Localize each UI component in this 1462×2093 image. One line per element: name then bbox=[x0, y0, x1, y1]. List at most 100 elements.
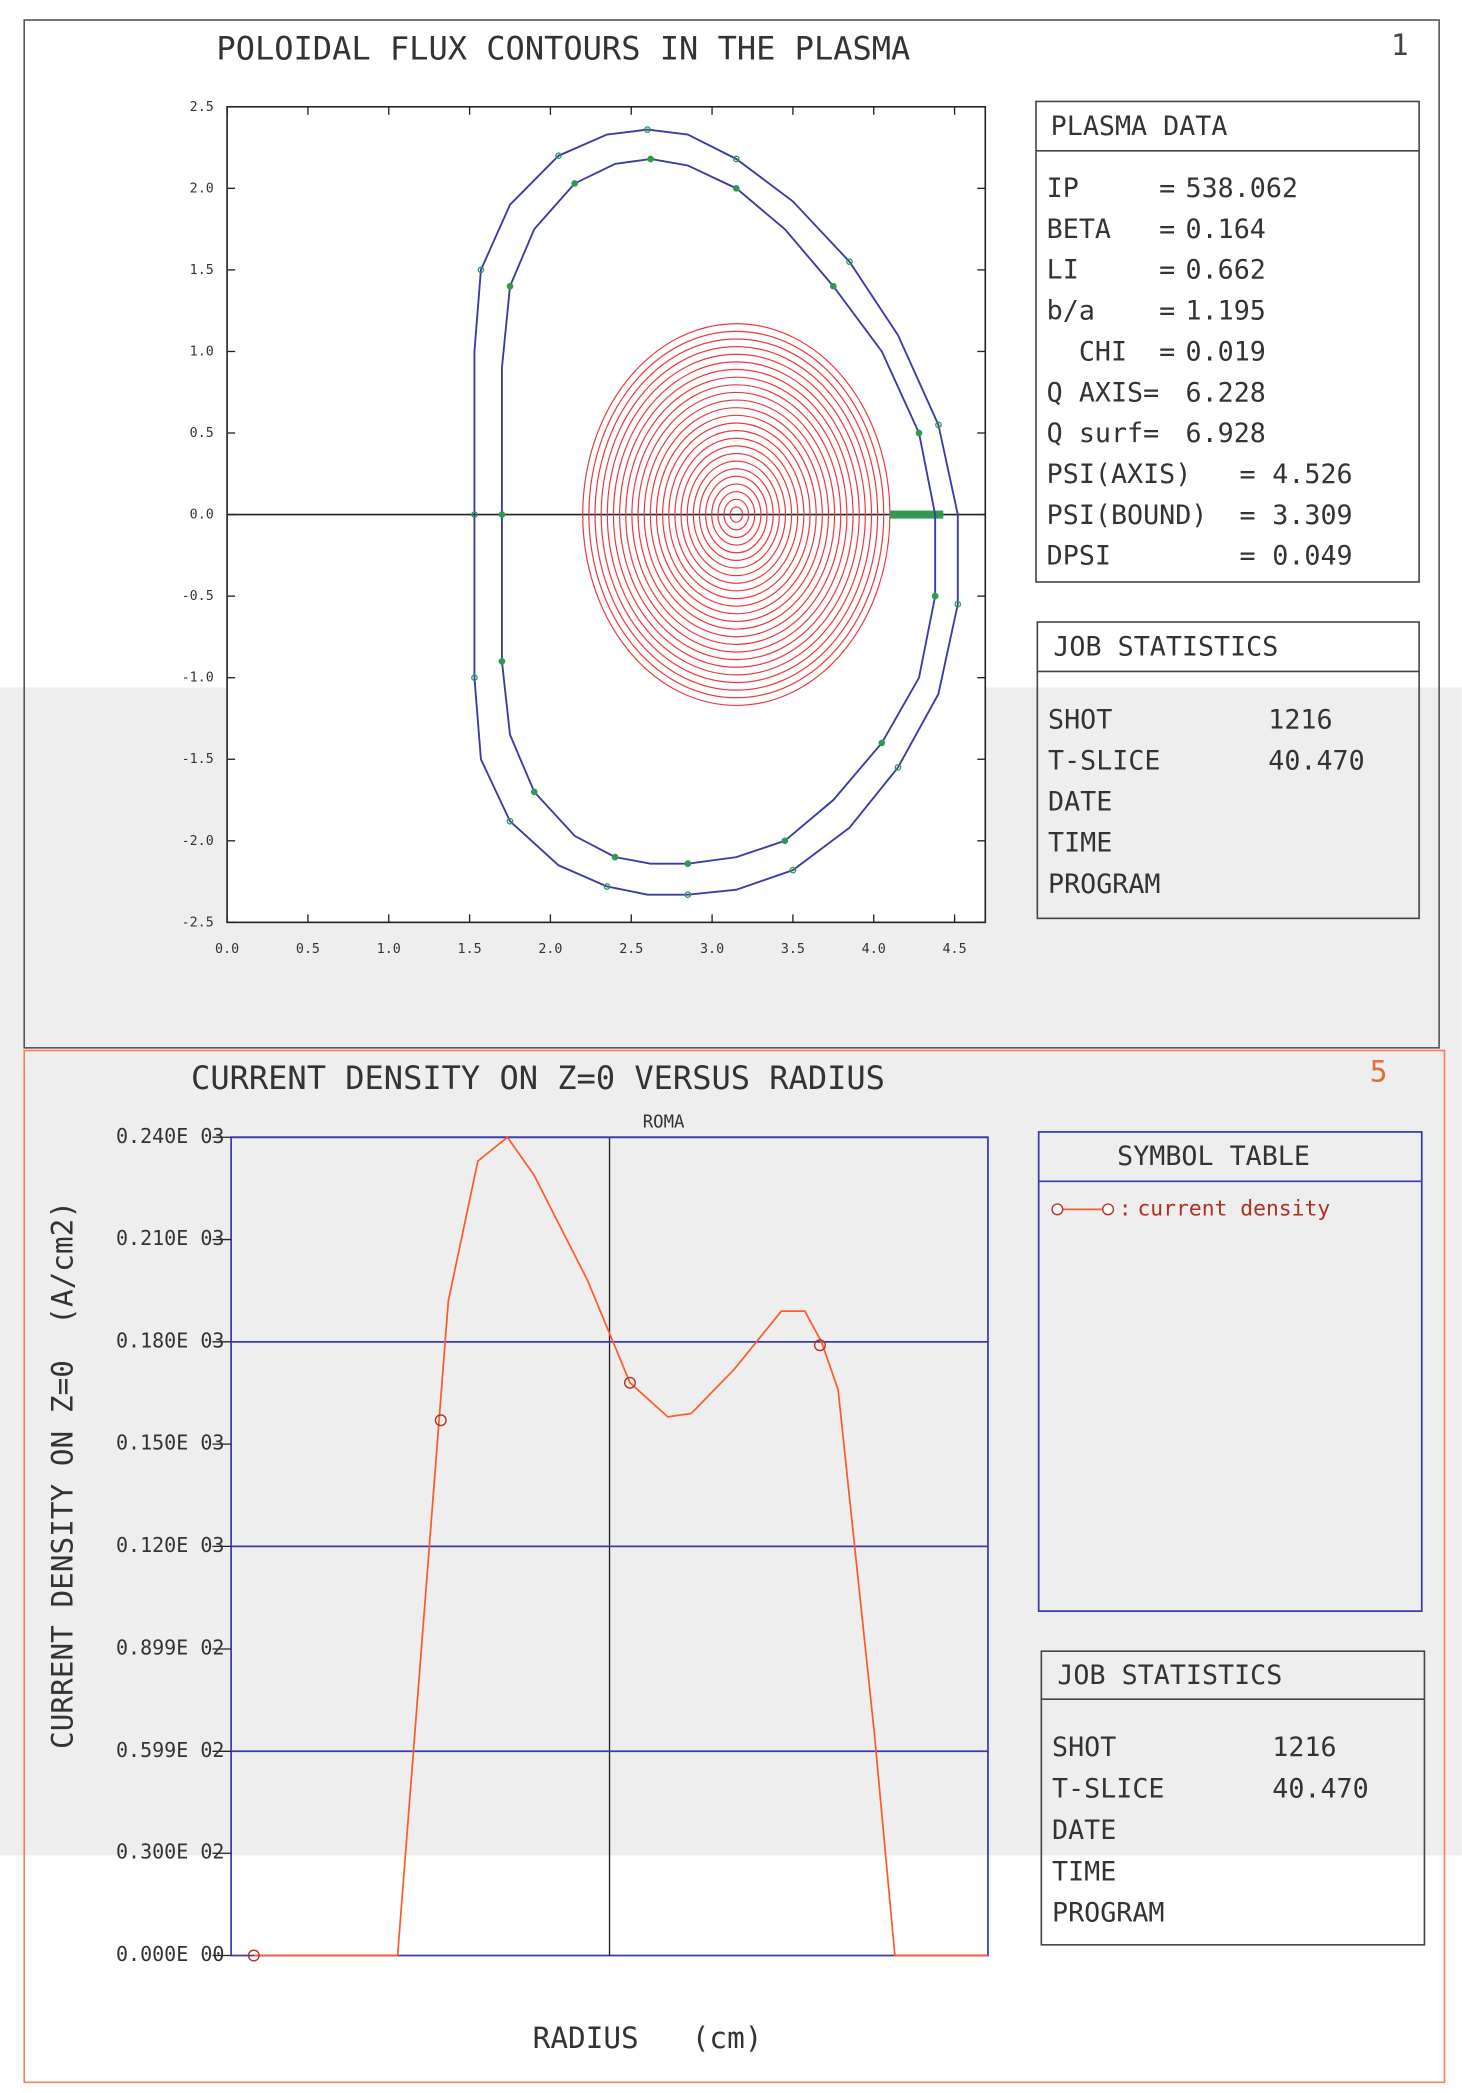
y-tick-label: -2.5 bbox=[182, 915, 214, 930]
boundary-point bbox=[781, 837, 789, 845]
data-line bbox=[253, 1136, 988, 1957]
y-tick-label: 2.0 bbox=[190, 181, 214, 196]
flux-contour bbox=[711, 483, 762, 546]
y-tick-label: 0.120E 03 bbox=[116, 1533, 224, 1557]
boundary-point bbox=[644, 126, 651, 133]
y-axis-label: CURRENT DENSITY ON Z=0 (A/cm2) bbox=[46, 1201, 80, 1749]
boundary-point bbox=[471, 674, 478, 682]
panel-label: PROGRAM bbox=[1052, 1898, 1164, 1929]
panel-value: 6.928 bbox=[1186, 418, 1266, 449]
panel-label: PSI(AXIS) = bbox=[1047, 459, 1256, 490]
bottom-frame bbox=[23, 1049, 1446, 2084]
panel-label: DATE bbox=[1052, 1815, 1116, 1846]
y-tick-label: 2.5 bbox=[190, 100, 214, 115]
y-tick-label: -0.5 bbox=[182, 589, 214, 604]
flux-contour bbox=[668, 430, 805, 600]
boundary-contour bbox=[500, 158, 937, 865]
flux-contour bbox=[612, 361, 860, 668]
x-tick-label: 3.5 bbox=[781, 942, 805, 957]
boundary-point bbox=[506, 817, 514, 825]
panel-label: b/a = bbox=[1047, 296, 1176, 327]
x-tick-label: 4.0 bbox=[862, 942, 886, 957]
y-tick-label: 0.0 bbox=[190, 508, 214, 523]
flux-contour bbox=[680, 445, 793, 584]
x-tick-label: 2.5 bbox=[619, 942, 643, 957]
boundary-point bbox=[471, 511, 478, 518]
flux-contour bbox=[643, 399, 830, 630]
panel-label: TIME bbox=[1048, 828, 1112, 859]
boundary-point bbox=[915, 429, 923, 437]
panel-title: PLASMA DATA bbox=[1051, 111, 1228, 142]
panel-value: 1216 bbox=[1272, 1732, 1336, 1763]
panel-value: 1.195 bbox=[1186, 296, 1266, 327]
panel-label: PROGRAM bbox=[1048, 869, 1160, 900]
panel-value: 40.470 bbox=[1272, 1773, 1368, 1804]
chart-title: CURRENT DENSITY ON Z=0 VERSUS RADIUS bbox=[191, 1059, 885, 1097]
flux-contour bbox=[723, 498, 750, 531]
x-tick-label: 1.5 bbox=[458, 942, 482, 957]
panel-label: TIME bbox=[1052, 1856, 1116, 1887]
panel-box bbox=[1035, 100, 1420, 583]
panel-title: JOB STATISTICS bbox=[1053, 632, 1278, 663]
x-tick-label: 1.0 bbox=[377, 942, 401, 957]
boundary-point bbox=[931, 592, 939, 600]
boundary-point bbox=[571, 180, 579, 187]
y-tick-label: 0.000E 00 bbox=[116, 1942, 224, 1966]
flux-contour bbox=[674, 437, 799, 592]
flux-contour bbox=[637, 391, 836, 638]
y-tick-label: 0.599E 02 bbox=[116, 1738, 224, 1762]
data-marker bbox=[434, 1414, 447, 1427]
y-tick-label: -2.0 bbox=[182, 834, 214, 849]
boundary-point bbox=[477, 266, 485, 274]
boundary-contour bbox=[473, 128, 959, 896]
legend-label: current density bbox=[1137, 1196, 1330, 1221]
y-tick-label: 0.5 bbox=[190, 426, 214, 441]
annotation: ROMA bbox=[643, 1113, 685, 1133]
panel-value: 3.309 bbox=[1272, 500, 1352, 531]
x-tick-label: 4.5 bbox=[943, 942, 967, 957]
legend-marker bbox=[1102, 1203, 1115, 1216]
top-frame bbox=[23, 19, 1440, 1049]
flux-contour bbox=[692, 460, 780, 569]
data-marker bbox=[813, 1339, 826, 1352]
flux-contour bbox=[717, 491, 756, 539]
x-tick-label: 0.0 bbox=[215, 942, 239, 957]
boundary-point bbox=[506, 282, 514, 290]
boundary-point bbox=[789, 866, 797, 874]
y-tick-label: 0.180E 03 bbox=[116, 1328, 224, 1352]
y-tick-label: 0.300E 02 bbox=[116, 1840, 224, 1864]
x-tick-label: 2.0 bbox=[538, 942, 562, 957]
panel-label: T-SLICE bbox=[1052, 1773, 1164, 1804]
limiter-segment bbox=[889, 510, 944, 519]
data-marker bbox=[623, 1376, 636, 1389]
boundary-point bbox=[684, 860, 692, 867]
flux-contour bbox=[698, 468, 774, 561]
panel-box bbox=[1036, 621, 1420, 920]
y-tick-label: 0.210E 03 bbox=[116, 1226, 224, 1250]
y-tick-label: 0.240E 03 bbox=[116, 1124, 224, 1148]
boundary-point bbox=[603, 883, 611, 890]
data-marker bbox=[247, 1949, 260, 1962]
boundary-point bbox=[498, 511, 506, 518]
boundary-point bbox=[555, 152, 562, 160]
panel-label: DATE bbox=[1048, 787, 1112, 818]
boundary-point bbox=[684, 891, 692, 898]
x-tick-label: 3.0 bbox=[700, 942, 724, 957]
flux-contour bbox=[606, 353, 866, 676]
panel-label: DPSI = bbox=[1047, 541, 1256, 572]
y-tick-label: 1.5 bbox=[190, 263, 214, 278]
flux-contour bbox=[686, 452, 787, 577]
page-number: 5 bbox=[1370, 1055, 1388, 1089]
flux-contour bbox=[729, 506, 744, 523]
x-axis-label: RADIUS (cm) bbox=[533, 2021, 763, 2055]
flux-contour bbox=[655, 414, 817, 615]
panel-label: Q AXIS= bbox=[1047, 377, 1159, 408]
legend-title: SYMBOL TABLE bbox=[1117, 1141, 1310, 1172]
boundary-point bbox=[846, 258, 853, 266]
flux-contour bbox=[631, 384, 842, 645]
boundary-point bbox=[732, 155, 740, 163]
panel-value: 538.062 bbox=[1186, 173, 1298, 204]
panel-label: T-SLICE bbox=[1048, 745, 1160, 776]
panel-label: BETA = bbox=[1047, 214, 1176, 245]
flux-contour bbox=[600, 346, 873, 684]
